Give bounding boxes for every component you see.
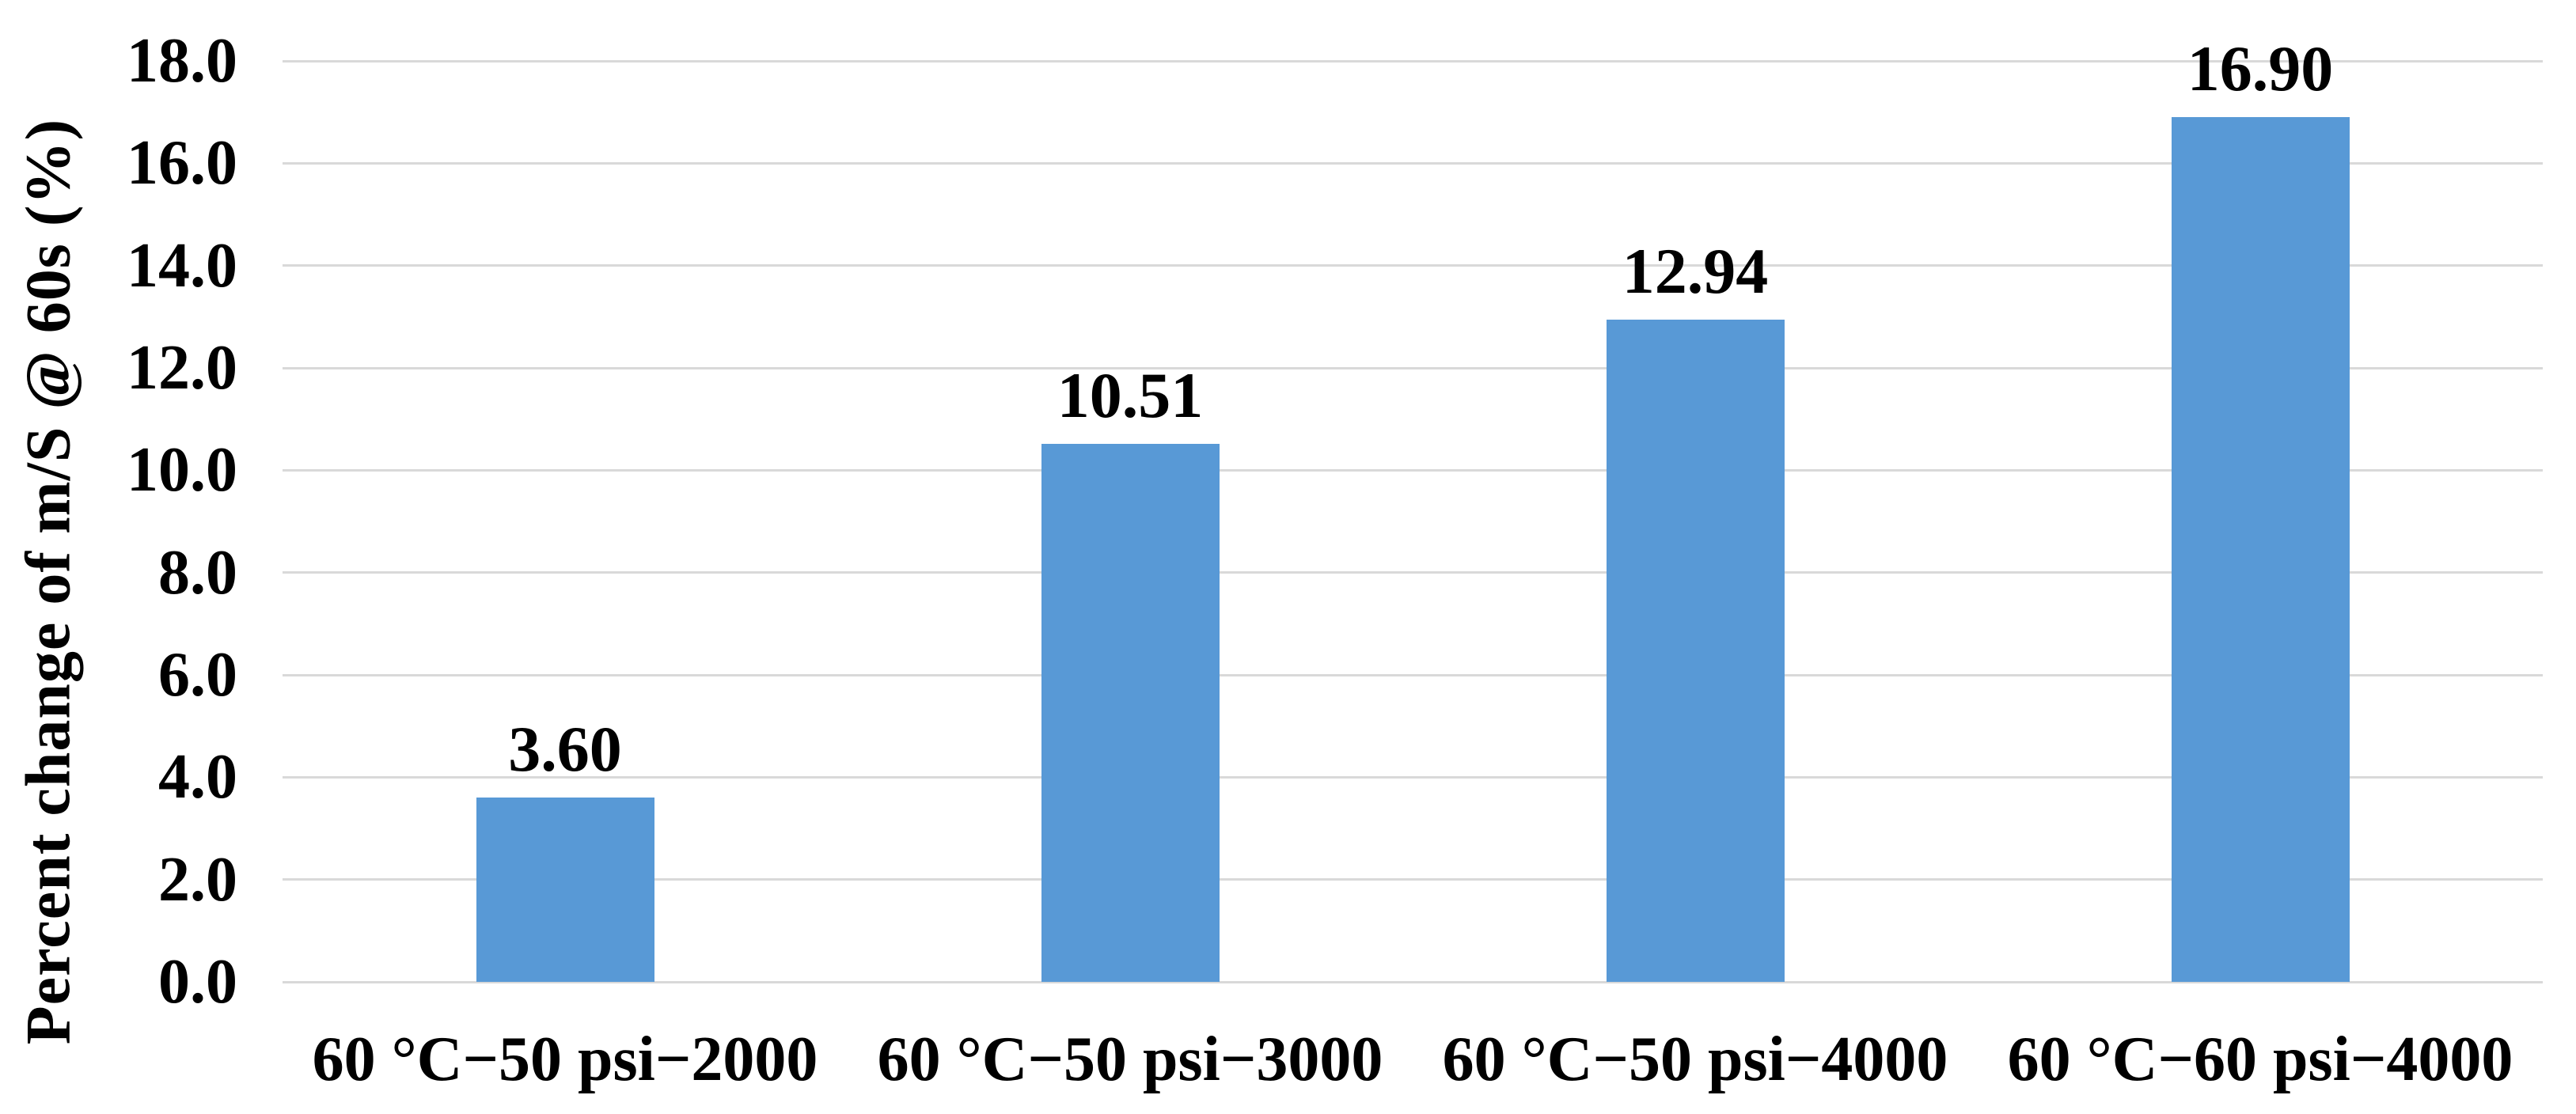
bar [1606, 320, 1785, 982]
gridline [283, 468, 2543, 472]
gridline [283, 571, 2543, 574]
y-axis-tick-label: 18.0 [127, 26, 237, 96]
bar-value-label: 16.90 [2187, 32, 2334, 105]
y-axis-tick-label: 2.0 [158, 844, 237, 915]
bar [2171, 117, 2350, 982]
y-axis-tick-label: 4.0 [158, 742, 237, 813]
y-axis-tick-label: 8.0 [158, 537, 237, 608]
bar-value-label: 10.51 [1057, 359, 1204, 432]
x-category-label: 60 °C−50 psi−2000 [312, 1025, 818, 1094]
y-axis-tick-label: 6.0 [158, 640, 237, 710]
gridline [283, 366, 2543, 369]
gridline [283, 673, 2543, 676]
gridline [283, 161, 2543, 165]
y-axis-tick-label: 12.0 [127, 333, 237, 403]
x-category-label: 60 °C−50 psi−3000 [877, 1025, 1383, 1094]
x-axis-baseline [283, 980, 2543, 983]
gridline [283, 878, 2543, 881]
gridline [283, 264, 2543, 267]
gridline [283, 59, 2543, 63]
y-axis-tick-label: 10.0 [127, 435, 237, 506]
y-axis-tick-label: 16.0 [127, 128, 237, 199]
bar-value-label: 3.60 [508, 713, 622, 786]
gridline [283, 775, 2543, 779]
x-category-label: 60 °C−50 psi−4000 [1442, 1025, 1948, 1094]
plot-area: 3.60 10.51 12.94 16.90 [283, 36, 2543, 983]
x-category-label: 60 °C−60 psi−4000 [2007, 1025, 2513, 1094]
bar-value-label: 12.94 [1622, 235, 1769, 308]
bar [1041, 444, 1220, 982]
y-axis-tick-label: 0.0 [158, 947, 237, 1017]
bar [476, 798, 654, 982]
y-axis-tick-label: 14.0 [127, 230, 237, 301]
